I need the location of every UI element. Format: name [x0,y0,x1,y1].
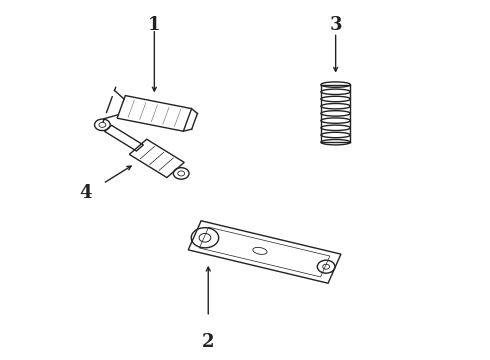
Text: 4: 4 [79,184,92,202]
Text: 2: 2 [202,333,215,351]
Text: 3: 3 [329,16,342,34]
Text: 1: 1 [148,16,161,34]
